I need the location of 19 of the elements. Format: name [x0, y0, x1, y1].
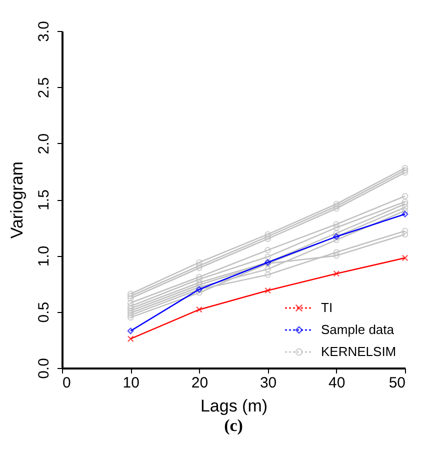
legend-label: Sample data	[321, 322, 395, 337]
x-axis-title: Lags (m)	[200, 396, 268, 416]
y-tick-label: 0.0	[36, 358, 52, 379]
legend-label: TI	[321, 300, 333, 315]
x-tick-label: 50	[388, 374, 406, 392]
y-tick-label: 3.0	[36, 21, 52, 42]
y-tick-label: 1.5	[36, 190, 52, 210]
x-tick-label: 40	[328, 374, 346, 392]
y-tick-label: 0.5	[36, 302, 52, 323]
y-tick-label: 1.0	[36, 246, 52, 267]
x-tick-label: 30	[260, 374, 277, 392]
y-axis-title: Variogram	[8, 161, 26, 239]
text: (c)	[224, 416, 243, 435]
x-tick-label: 0	[62, 374, 71, 392]
y-tick-label: 2.5	[36, 77, 52, 98]
legend-label: KERNELSIM	[321, 344, 396, 359]
x-tick-label: 10	[122, 374, 140, 392]
y-tick-label: 2.0	[36, 133, 52, 154]
x-tick-label: 20	[191, 374, 208, 392]
